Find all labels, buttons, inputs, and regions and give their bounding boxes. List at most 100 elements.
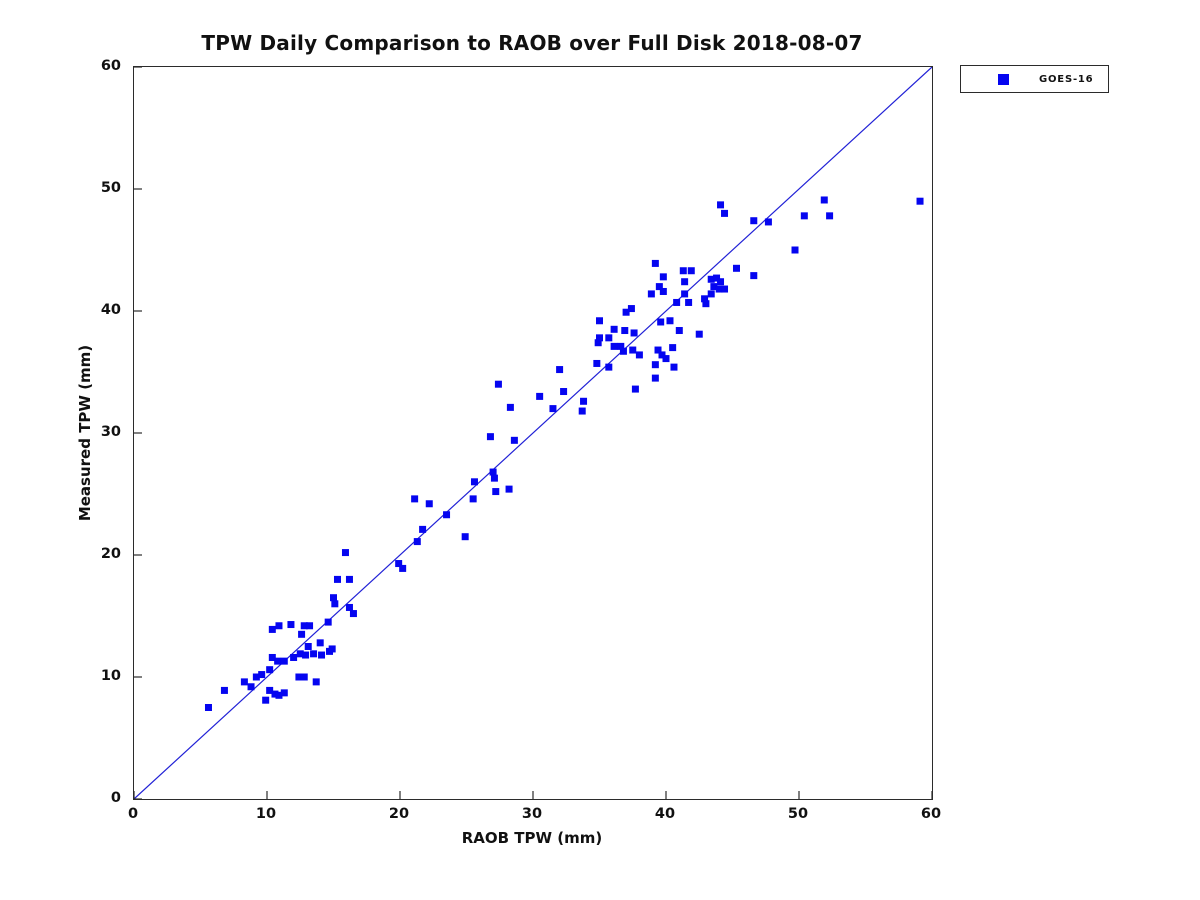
data-point xyxy=(310,650,318,658)
data-point xyxy=(750,217,758,225)
legend-marker-icon xyxy=(998,73,1009,85)
y-axis-label: Measured TPW (mm) xyxy=(76,344,94,522)
data-point xyxy=(296,650,304,658)
data-point xyxy=(621,327,629,335)
data-point xyxy=(605,363,613,371)
data-point xyxy=(268,653,276,661)
data-point xyxy=(287,621,295,629)
data-point xyxy=(732,264,740,272)
data-point xyxy=(240,678,248,686)
scatter-canvas xyxy=(134,67,932,799)
data-point xyxy=(469,495,477,503)
x-axis-label: RAOB TPW (mm) xyxy=(461,829,603,847)
data-point xyxy=(630,329,638,337)
y-tick-label: 40 xyxy=(100,302,121,318)
data-point xyxy=(594,339,602,347)
data-point xyxy=(791,246,799,254)
data-point xyxy=(673,298,681,306)
data-point xyxy=(560,388,568,396)
data-point xyxy=(549,405,557,413)
data-point xyxy=(657,318,665,326)
data-point xyxy=(489,468,497,476)
data-point xyxy=(800,212,808,220)
data-point xyxy=(399,564,407,572)
data-point xyxy=(681,290,689,298)
data-point xyxy=(461,533,469,541)
data-point xyxy=(610,342,618,350)
data-point xyxy=(916,197,924,205)
data-point xyxy=(651,259,659,267)
data-point xyxy=(341,549,349,557)
data-point xyxy=(280,689,288,697)
data-point xyxy=(304,643,312,650)
data-point xyxy=(596,317,603,325)
data-point xyxy=(631,385,639,393)
data-point xyxy=(330,594,337,602)
data-point xyxy=(658,351,666,359)
data-point xyxy=(486,433,494,441)
data-point xyxy=(492,488,500,496)
data-point xyxy=(593,359,601,367)
data-point xyxy=(826,212,834,220)
data-point xyxy=(275,691,283,699)
data-point xyxy=(556,366,564,374)
data-point xyxy=(275,622,283,630)
data-point xyxy=(764,218,772,226)
data-point xyxy=(717,278,725,286)
data-point xyxy=(687,267,695,275)
data-point xyxy=(331,600,339,608)
data-point xyxy=(619,347,627,355)
data-point xyxy=(536,392,544,400)
data-point xyxy=(506,403,514,411)
data-point xyxy=(345,603,353,611)
data-point xyxy=(316,639,324,647)
data-point xyxy=(707,275,715,283)
data-point xyxy=(685,298,693,306)
data-point xyxy=(312,678,320,686)
data-point xyxy=(670,363,678,371)
data-point xyxy=(333,575,341,583)
data-point xyxy=(298,630,306,638)
data-point xyxy=(627,305,635,313)
data-point xyxy=(505,485,513,493)
data-point xyxy=(258,671,266,679)
data-point xyxy=(635,351,643,359)
x-tick-label: 40 xyxy=(654,806,676,822)
data-point xyxy=(651,374,659,382)
data-point xyxy=(204,704,212,711)
data-point xyxy=(328,645,336,653)
data-point xyxy=(510,436,518,444)
data-point xyxy=(280,657,288,665)
data-point xyxy=(622,308,630,316)
data-point xyxy=(679,267,687,275)
data-point xyxy=(617,342,625,350)
y-tick-label: 10 xyxy=(100,668,121,684)
legend: GOES-16 xyxy=(960,65,1109,93)
data-point xyxy=(710,283,718,291)
data-point xyxy=(266,666,274,674)
x-tick-label: 0 xyxy=(127,806,139,822)
y-tick-label: 50 xyxy=(100,180,121,196)
data-point xyxy=(220,686,228,694)
x-tick-label: 60 xyxy=(920,806,942,822)
x-tick-label: 50 xyxy=(787,806,809,822)
data-point xyxy=(425,500,433,508)
data-point xyxy=(490,474,498,482)
data-point xyxy=(647,290,655,298)
data-point xyxy=(318,651,326,659)
data-point xyxy=(721,209,729,217)
data-point xyxy=(443,511,451,519)
data-point xyxy=(578,407,586,415)
y-tick-label: 60 xyxy=(100,58,121,74)
data-point xyxy=(701,295,709,303)
data-point xyxy=(681,278,689,286)
data-point xyxy=(411,495,419,503)
data-point xyxy=(702,300,710,308)
data-point xyxy=(717,201,725,209)
reference-line xyxy=(134,67,932,799)
data-point xyxy=(655,283,663,291)
plot-area xyxy=(133,66,933,800)
data-point xyxy=(695,330,703,338)
data-point xyxy=(669,344,677,352)
data-point xyxy=(349,610,357,618)
